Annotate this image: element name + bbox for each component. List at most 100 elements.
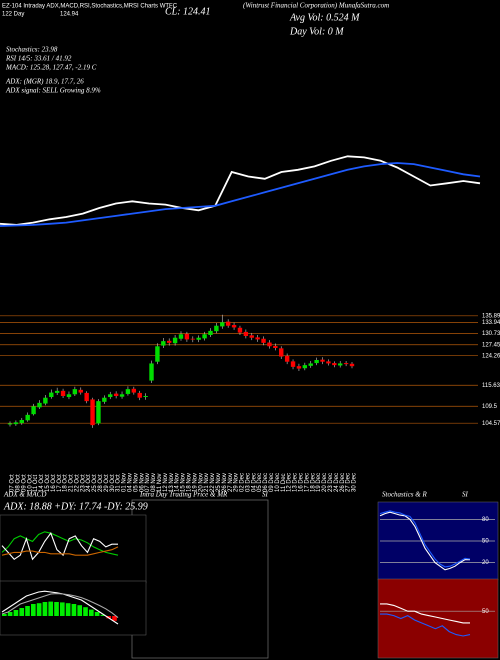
x-tick-label: 04 Dec bbox=[251, 473, 257, 492]
series-line bbox=[0, 155, 481, 226]
candle-body bbox=[326, 361, 331, 364]
x-tick-label: 18 Oct bbox=[63, 474, 69, 492]
x-tick-label: 11 Nov bbox=[157, 473, 163, 492]
candle-body bbox=[249, 335, 254, 338]
intraday-title: Intra Day Trading Price & MR bbox=[139, 491, 228, 499]
x-tick-label: 30 Dec bbox=[352, 473, 358, 492]
candle-body bbox=[349, 363, 355, 367]
candle-body bbox=[60, 390, 66, 396]
candle-body bbox=[84, 392, 89, 402]
x-tick-label: 26 Dec bbox=[340, 473, 346, 492]
histogram-bar bbox=[89, 609, 94, 616]
series-line bbox=[380, 603, 470, 624]
x-tick-label: 16 Dec bbox=[299, 473, 305, 492]
candle-body bbox=[7, 423, 13, 425]
x-tick-label: 15 Nov bbox=[181, 473, 187, 492]
candle-body bbox=[125, 389, 131, 394]
candle-body bbox=[196, 337, 201, 340]
panel-background bbox=[0, 514, 147, 584]
candle-body bbox=[113, 393, 119, 396]
candle-body bbox=[208, 330, 213, 335]
x-tick-label: 12 Nov bbox=[163, 473, 169, 492]
candle-body bbox=[31, 406, 36, 415]
x-tick-label: 07 Nov bbox=[145, 473, 151, 492]
x-tick-label: 03 Dec bbox=[245, 473, 251, 492]
candle-body bbox=[72, 389, 78, 395]
y-tick-label: 50 bbox=[482, 609, 489, 615]
x-tick-label: 05 Dec bbox=[257, 473, 263, 492]
x-tick-label: 20 Dec bbox=[322, 473, 328, 492]
x-tick-label: 10 Dec bbox=[275, 473, 281, 492]
panel-background bbox=[377, 578, 499, 659]
y-tick-label: 50 bbox=[482, 539, 489, 545]
candle-body bbox=[90, 399, 95, 426]
candle-body bbox=[178, 334, 184, 339]
x-tick-label: 08 Oct bbox=[15, 474, 21, 492]
candle-body bbox=[279, 348, 284, 357]
histogram-bar bbox=[31, 604, 36, 616]
left-small: 122 Day bbox=[2, 12, 24, 18]
candle-body bbox=[161, 341, 166, 346]
candle-body bbox=[243, 331, 249, 336]
histogram-bar bbox=[112, 616, 117, 621]
candle-body bbox=[167, 340, 172, 343]
x-tick-label: 19 Dec bbox=[316, 473, 322, 492]
x-tick-label: 06 Nov bbox=[139, 473, 145, 492]
candle-body bbox=[49, 392, 54, 398]
avg-vol: Avg Vol: 0.524 M bbox=[289, 12, 360, 23]
x-tick-label: 11 Dec bbox=[281, 473, 287, 492]
candle-body bbox=[143, 396, 148, 398]
candle-body bbox=[13, 422, 19, 425]
x-tick-label: 24 Dec bbox=[334, 473, 340, 492]
panel-background bbox=[0, 580, 147, 636]
candle-body bbox=[184, 333, 190, 340]
x-tick-label: 11 Oct bbox=[33, 474, 39, 492]
candle-body bbox=[320, 359, 325, 362]
x-tick-label: 24 Oct bbox=[86, 474, 92, 492]
candle-body bbox=[273, 345, 278, 348]
histogram-bar bbox=[60, 602, 65, 616]
histogram-bar bbox=[83, 607, 88, 616]
candle-body bbox=[332, 363, 337, 366]
x-tick-label: 29 Oct bbox=[104, 474, 110, 492]
x-tick-label: 29 Nov bbox=[234, 473, 240, 492]
candle-body bbox=[261, 338, 266, 343]
candle-body bbox=[19, 420, 24, 424]
candle-body bbox=[308, 363, 313, 366]
candle-body bbox=[338, 363, 343, 366]
y-tick-label: 20 bbox=[482, 560, 489, 566]
candle-body bbox=[102, 397, 107, 402]
x-tick-label: 16 Oct bbox=[51, 474, 57, 492]
histogram-bar bbox=[77, 605, 83, 616]
x-tick-label: 15 Oct bbox=[45, 474, 51, 492]
x-tick-label: 19 Nov bbox=[192, 473, 198, 492]
histogram-bar bbox=[13, 610, 19, 616]
x-tick-label: 21 Nov bbox=[204, 473, 210, 492]
x-tick-label: 27 Dec bbox=[346, 473, 352, 492]
candle-body bbox=[25, 414, 30, 421]
histogram-bar bbox=[25, 606, 30, 616]
histogram-bar bbox=[2, 614, 7, 616]
candle-body bbox=[149, 363, 154, 381]
candle-body bbox=[131, 388, 137, 393]
y-tick-label: 124.26 bbox=[482, 353, 500, 359]
x-tick-label: 17 Oct bbox=[57, 474, 63, 492]
x-tick-label: 09 Oct bbox=[21, 474, 27, 492]
candle-body bbox=[66, 394, 72, 398]
x-tick-label: 01 Nov bbox=[122, 473, 128, 492]
panel-title-end: SI bbox=[462, 491, 469, 499]
candle-body bbox=[314, 360, 319, 364]
stochastics-label: Stochastics: 23.98 bbox=[6, 46, 58, 54]
y-tick-label: 135.89 bbox=[482, 313, 500, 319]
candle-body bbox=[108, 394, 113, 398]
y-tick-label: 80 bbox=[482, 517, 489, 523]
histogram-bar bbox=[48, 601, 54, 616]
candle-body bbox=[225, 321, 231, 326]
panel-title: Stochastics & R bbox=[382, 491, 427, 499]
x-tick-label: 14 Oct bbox=[39, 474, 45, 492]
histogram-bar bbox=[36, 603, 42, 616]
y-tick-label: 133.94 bbox=[482, 320, 500, 326]
intraday-panel bbox=[131, 499, 269, 659]
company: (Wintrust Financial Corporation) MunafaS… bbox=[243, 2, 389, 10]
x-tick-label: 22 Oct bbox=[74, 474, 80, 492]
